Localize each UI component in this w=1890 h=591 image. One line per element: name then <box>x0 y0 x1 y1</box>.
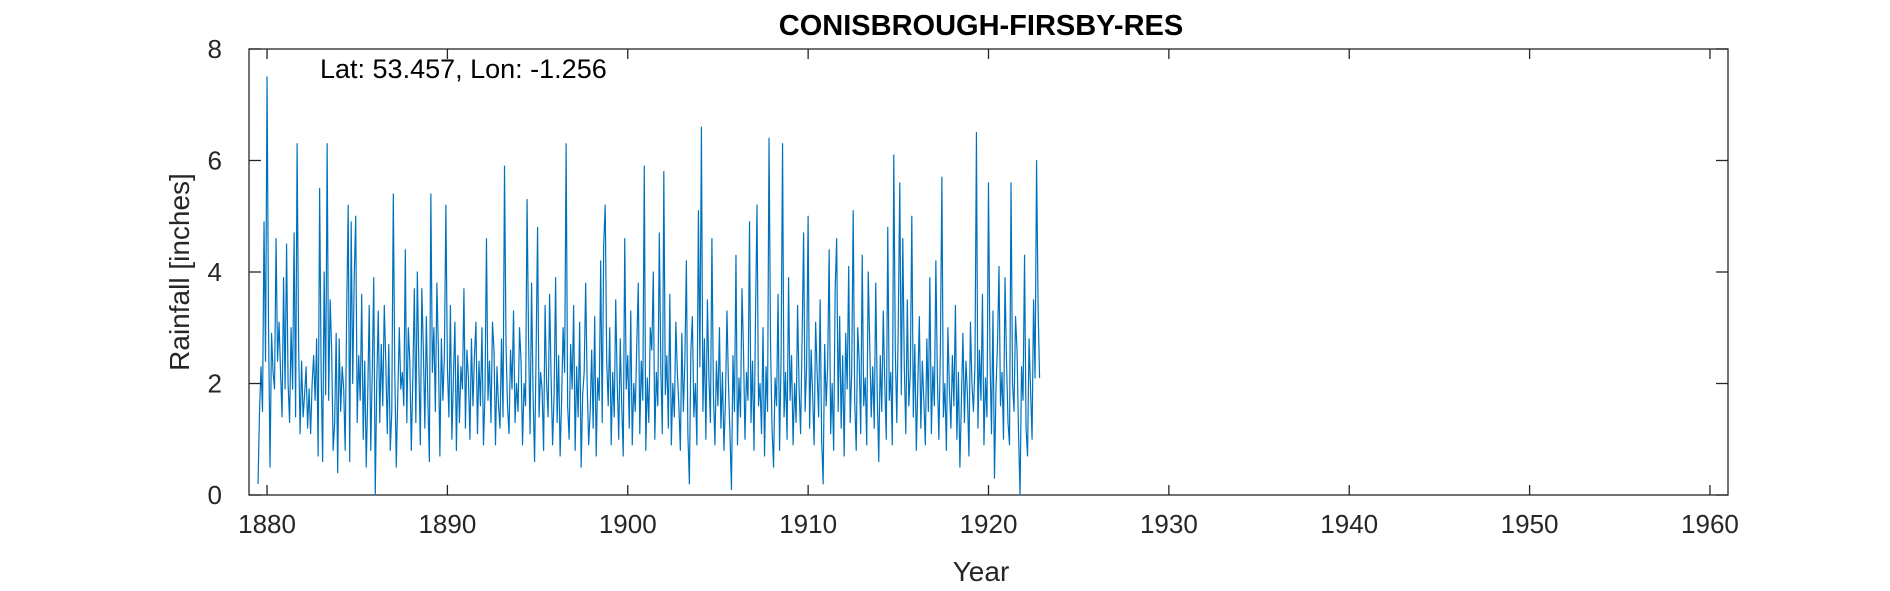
plot-area <box>248 48 1729 496</box>
y-tick-label-2: 2 <box>208 369 222 399</box>
y-tick-label-4: 4 <box>208 257 222 287</box>
rainfall-series-line <box>257 76 1041 496</box>
x-tick-label-1930: 1930 <box>1140 509 1198 539</box>
x-tick-label-1880: 1880 <box>238 509 296 539</box>
y-axis-ticks: 0 2 4 6 8 <box>208 34 1728 510</box>
x-tick-label-1910: 1910 <box>779 509 837 539</box>
x-tick-label-1890: 1890 <box>418 509 476 539</box>
plot-box <box>248 48 1729 496</box>
x-tick-label-1950: 1950 <box>1501 509 1559 539</box>
x-tick-label-1900: 1900 <box>599 509 657 539</box>
x-axis-ticks: 1880 1890 1900 1910 1920 1930 1940 1950 1960 <box>238 49 1739 539</box>
y-axis-label: Rainfall [inches] <box>164 173 195 371</box>
annotation-coordinates: Lat: 53.457, Lon: -1.256 <box>320 54 607 84</box>
y-tick-label-6: 6 <box>208 146 222 176</box>
x-tick-label-1940: 1940 <box>1320 509 1378 539</box>
x-tick-label-1960: 1960 <box>1681 509 1739 539</box>
x-tick-label-1920: 1920 <box>960 509 1018 539</box>
x-axis-label: Year <box>953 556 1010 587</box>
y-tick-label-8: 8 <box>208 34 222 64</box>
y-tick-label-0: 0 <box>208 480 222 510</box>
chart-title: CONISBROUGH-FIRSBY-RES <box>779 10 1183 42</box>
